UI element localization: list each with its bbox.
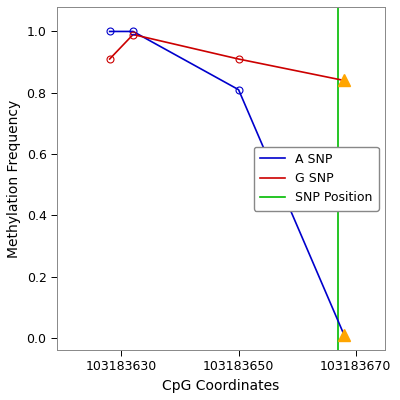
X-axis label: CpG Coordinates: CpG Coordinates [162, 379, 280, 393]
Legend: A SNP, G SNP, SNP Position: A SNP, G SNP, SNP Position [254, 146, 379, 210]
Y-axis label: Methylation Frequency: Methylation Frequency [7, 99, 21, 258]
